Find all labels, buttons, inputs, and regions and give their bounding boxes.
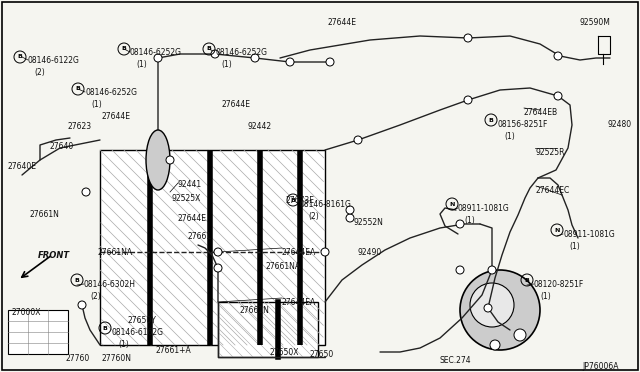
Circle shape xyxy=(214,248,222,256)
Text: B: B xyxy=(75,278,79,282)
Circle shape xyxy=(484,304,492,312)
Text: 27000X: 27000X xyxy=(12,308,42,317)
Bar xyxy=(8,310,68,354)
Text: (1): (1) xyxy=(464,216,475,225)
Circle shape xyxy=(251,54,259,62)
Text: 27661N: 27661N xyxy=(240,306,270,315)
Text: B: B xyxy=(122,46,127,51)
Text: 08911-1081G: 08911-1081G xyxy=(563,230,615,239)
Text: 27644E: 27644E xyxy=(222,100,251,109)
Circle shape xyxy=(460,270,540,350)
Text: 27760N: 27760N xyxy=(102,354,132,363)
Text: 27644E: 27644E xyxy=(328,18,357,27)
Text: (1): (1) xyxy=(221,60,232,69)
Text: 27661NA: 27661NA xyxy=(266,262,301,271)
Text: B: B xyxy=(17,55,22,60)
Text: N: N xyxy=(449,202,454,206)
Text: 27644E: 27644E xyxy=(178,214,207,223)
Circle shape xyxy=(464,96,472,104)
Circle shape xyxy=(82,188,90,196)
Text: 27661NA: 27661NA xyxy=(98,248,133,257)
Circle shape xyxy=(346,214,354,222)
Text: (1): (1) xyxy=(136,60,147,69)
Text: FRONT: FRONT xyxy=(38,250,70,260)
Text: JP76006A: JP76006A xyxy=(582,362,618,371)
Text: 27661N: 27661N xyxy=(30,210,60,219)
Text: (1): (1) xyxy=(569,242,580,251)
Text: 08146-6162G: 08146-6162G xyxy=(112,328,164,337)
Text: (2): (2) xyxy=(34,68,45,77)
Circle shape xyxy=(554,92,562,100)
Text: N: N xyxy=(554,228,560,232)
Text: 08146-6122G: 08146-6122G xyxy=(28,56,80,65)
Circle shape xyxy=(464,34,472,42)
Circle shape xyxy=(470,283,514,327)
Text: 08120-8251F: 08120-8251F xyxy=(534,280,584,289)
Circle shape xyxy=(456,220,464,228)
Circle shape xyxy=(321,248,329,256)
Circle shape xyxy=(214,264,222,272)
Bar xyxy=(100,150,325,345)
Text: 27640E: 27640E xyxy=(8,162,37,171)
Circle shape xyxy=(490,340,500,350)
Text: (1): (1) xyxy=(540,292,551,301)
Text: 92441: 92441 xyxy=(178,180,202,189)
Text: B: B xyxy=(102,326,108,330)
Text: 08146-6252G: 08146-6252G xyxy=(215,48,267,57)
Text: (1): (1) xyxy=(118,340,129,349)
Circle shape xyxy=(514,329,526,341)
Text: 27640: 27640 xyxy=(50,142,74,151)
Text: 27644EC: 27644EC xyxy=(536,186,570,195)
Text: 27760: 27760 xyxy=(66,354,90,363)
Text: 27644EB: 27644EB xyxy=(524,108,558,117)
Text: 08146-6252G: 08146-6252G xyxy=(130,48,182,57)
Text: 27661+A: 27661+A xyxy=(155,346,191,355)
Text: 27650: 27650 xyxy=(310,350,334,359)
Text: 92480: 92480 xyxy=(607,120,631,129)
Circle shape xyxy=(154,54,162,62)
Text: B: B xyxy=(76,87,81,92)
Circle shape xyxy=(456,266,464,274)
Circle shape xyxy=(78,301,86,309)
Text: 08156-8251F: 08156-8251F xyxy=(498,120,548,129)
Text: B: B xyxy=(488,118,493,122)
Text: 92552N: 92552N xyxy=(354,218,384,227)
Text: 08146-6302H: 08146-6302H xyxy=(84,280,136,289)
Ellipse shape xyxy=(146,130,170,190)
Circle shape xyxy=(326,58,334,66)
Text: B: B xyxy=(525,278,529,282)
Text: (1): (1) xyxy=(504,132,515,141)
Text: 08911-1081G: 08911-1081G xyxy=(458,204,509,213)
Circle shape xyxy=(286,58,294,66)
Text: 92525X: 92525X xyxy=(172,194,202,203)
Text: 92442: 92442 xyxy=(248,122,272,131)
Text: 92525R: 92525R xyxy=(535,148,564,157)
Bar xyxy=(218,302,318,357)
Text: (2): (2) xyxy=(308,212,319,221)
Text: 27644EA: 27644EA xyxy=(282,248,316,257)
Circle shape xyxy=(354,136,362,144)
Text: 27644E: 27644E xyxy=(102,112,131,121)
Text: 92490: 92490 xyxy=(358,248,382,257)
Text: 27661: 27661 xyxy=(188,232,212,241)
Text: 08146-8161G: 08146-8161G xyxy=(300,200,352,209)
Text: 27673E: 27673E xyxy=(286,196,315,205)
Circle shape xyxy=(346,206,354,214)
Text: B: B xyxy=(291,198,296,202)
Text: (2): (2) xyxy=(90,292,100,301)
Text: 27650X: 27650X xyxy=(270,348,300,357)
Circle shape xyxy=(554,52,562,60)
Circle shape xyxy=(488,266,496,274)
Text: B: B xyxy=(207,46,211,51)
Circle shape xyxy=(211,50,219,58)
Text: 27644EA: 27644EA xyxy=(282,298,316,307)
Text: 92590M: 92590M xyxy=(580,18,611,27)
Text: 27650Y: 27650Y xyxy=(128,316,157,325)
Text: 27623: 27623 xyxy=(68,122,92,131)
Text: (1): (1) xyxy=(91,100,102,109)
Text: 08146-6252G: 08146-6252G xyxy=(85,88,137,97)
Circle shape xyxy=(166,156,174,164)
Text: SEC.274: SEC.274 xyxy=(440,356,472,365)
